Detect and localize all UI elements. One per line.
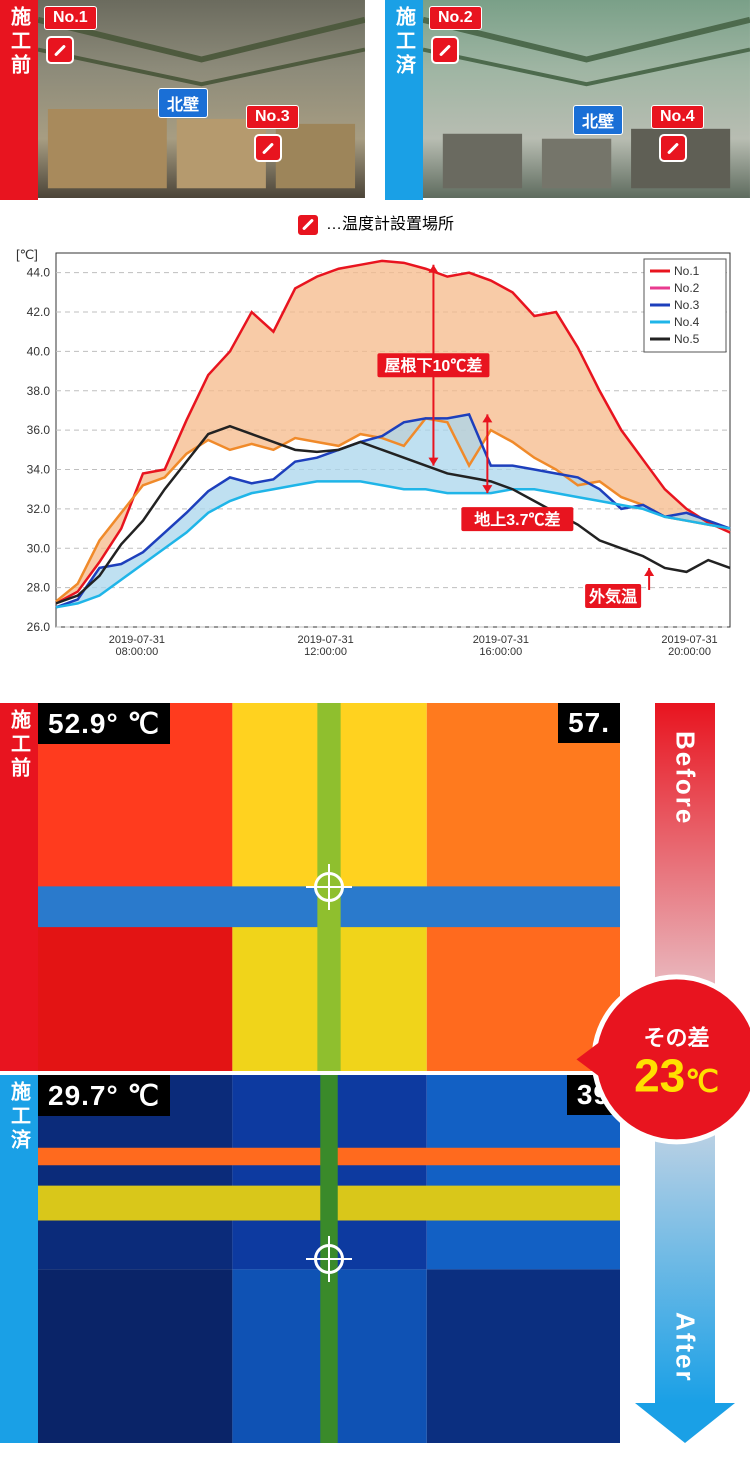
diff-label: その差 bbox=[643, 1020, 709, 1052]
svg-text:屋根下10℃差: 屋根下10℃差 bbox=[385, 356, 483, 375]
badge-no4: No.4 bbox=[651, 105, 704, 129]
photo-before: 施工前 No.1 北壁 No.3 bbox=[0, 0, 365, 200]
diff-unit: ℃ bbox=[685, 1065, 719, 1098]
tag-after: 施工済 bbox=[0, 1075, 38, 1443]
svg-text:No.1: No.1 bbox=[674, 264, 700, 278]
temp-after-main: 29.7° ℃ bbox=[38, 1075, 170, 1116]
svg-text:20:00:00: 20:00:00 bbox=[668, 646, 711, 658]
tag-before-text: 施工前 bbox=[5, 6, 34, 78]
thermal-after: 施工済 29.7° ℃ 39 bbox=[0, 1075, 620, 1443]
svg-text:2019-07-31: 2019-07-31 bbox=[109, 634, 165, 646]
svg-text:36.0: 36.0 bbox=[27, 423, 51, 437]
thermal-before: 施工前 52.9° ℃ 57. bbox=[0, 703, 620, 1071]
svg-text:42.0: 42.0 bbox=[27, 305, 51, 319]
svg-text:No.2: No.2 bbox=[674, 281, 700, 295]
svg-text:2019-07-31: 2019-07-31 bbox=[473, 634, 529, 646]
crosshair-icon bbox=[314, 872, 344, 902]
svg-text:38.0: 38.0 bbox=[27, 384, 51, 398]
before-after-arrow: Before After その差 23℃ bbox=[620, 703, 750, 1443]
arrow-head-icon bbox=[635, 1403, 735, 1443]
svg-text:No.4: No.4 bbox=[674, 315, 700, 329]
tag-after-text: 施工済 bbox=[390, 6, 419, 78]
thermometer-icon bbox=[254, 134, 282, 162]
diff-value: 23 bbox=[634, 1049, 685, 1101]
svg-text:28.0: 28.0 bbox=[27, 580, 51, 594]
svg-text:16:00:00: 16:00:00 bbox=[479, 646, 522, 658]
svg-text:No.5: No.5 bbox=[674, 332, 700, 346]
svg-text:地上3.7℃差: 地上3.7℃差 bbox=[474, 510, 560, 529]
top-photos: 施工前 No.1 北壁 No.3 bbox=[0, 0, 750, 200]
svg-text:No.3: No.3 bbox=[674, 298, 700, 312]
after-label: After bbox=[670, 1312, 701, 1383]
svg-text:34.0: 34.0 bbox=[27, 462, 51, 476]
temperature-chart: 26.0 28.0 30.0 32.0 34.0 36.0 38.0 40.0 42.0 44.0… bbox=[0, 243, 750, 673]
svg-text:26.0: 26.0 bbox=[27, 620, 51, 634]
tag-before: 施工前 bbox=[0, 0, 38, 200]
badge-no2: No.2 bbox=[429, 6, 482, 30]
difference-badge: その差 23℃ bbox=[592, 974, 750, 1144]
temp-before-side: 57. bbox=[558, 703, 620, 743]
svg-text:30.0: 30.0 bbox=[27, 541, 51, 555]
crosshair-icon bbox=[314, 1244, 344, 1274]
wall-label-after: 北壁 bbox=[573, 105, 623, 135]
photo-after: 施工済 No.2 北壁 No.4 bbox=[385, 0, 750, 200]
thermometer-icon bbox=[431, 36, 459, 64]
legend-caption-text: …温度計設置場所 bbox=[326, 216, 454, 233]
thermal-section: 施工前 52.9° ℃ 57. 施工済 bbox=[0, 703, 750, 1443]
before-label: Before bbox=[670, 731, 701, 825]
svg-text:12:00:00: 12:00:00 bbox=[304, 646, 347, 658]
svg-text:[℃]: [℃] bbox=[16, 247, 38, 262]
svg-text:2019-07-31: 2019-07-31 bbox=[297, 634, 353, 646]
svg-text:08:00:00: 08:00:00 bbox=[115, 646, 158, 658]
thermometer-icon bbox=[296, 213, 320, 237]
svg-text:2019-07-31: 2019-07-31 bbox=[661, 634, 717, 646]
temp-before-main: 52.9° ℃ bbox=[38, 703, 170, 744]
svg-text:32.0: 32.0 bbox=[27, 502, 51, 516]
badge-no1: No.1 bbox=[44, 6, 97, 30]
thermometer-icon bbox=[659, 134, 687, 162]
svg-text:外気温: 外気温 bbox=[588, 587, 637, 606]
legend-caption: …温度計設置場所 bbox=[0, 210, 750, 237]
svg-text:44.0: 44.0 bbox=[27, 265, 51, 279]
wall-label-before: 北壁 bbox=[158, 88, 208, 118]
badge-no3: No.3 bbox=[246, 105, 299, 129]
tag-before: 施工前 bbox=[0, 703, 38, 1071]
tag-after: 施工済 bbox=[385, 0, 423, 200]
thermometer-icon bbox=[46, 36, 74, 64]
svg-text:40.0: 40.0 bbox=[27, 344, 51, 358]
